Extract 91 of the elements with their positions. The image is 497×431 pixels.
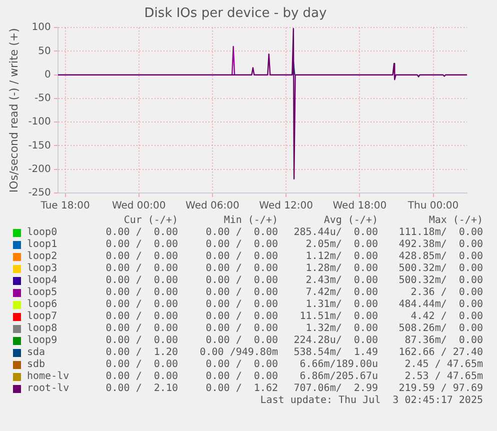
text: 219.59 / 97.69 <box>398 383 483 395</box>
y-axis-title: IOs/second read (-) / write (+) <box>7 28 20 193</box>
y-tick-label: -50 <box>34 93 51 104</box>
y-tick-label: -250 <box>28 188 51 199</box>
text: 2.43m/ 0.00 <box>306 275 378 287</box>
text: 0.00 / 0.00 <box>106 299 178 311</box>
text: 111.18m/ 0.00 <box>398 227 483 239</box>
text: 0.00 / 0.00 <box>106 359 178 371</box>
text: 0.00 / 2.10 <box>106 383 178 395</box>
text: 0.00 / 0.00 <box>106 275 178 287</box>
text: 2.53 / 47.65m <box>404 371 483 383</box>
text: 6.66m/189.00u <box>300 359 378 371</box>
text: Avg (-/+) <box>324 215 378 227</box>
text: 0.00 / 1.20 <box>106 347 178 359</box>
text: 0.00 / 0.00 <box>106 227 178 239</box>
text: 0.00 / 0.00 <box>106 311 178 323</box>
text: 0.00 / 0.00 <box>206 359 278 371</box>
text: Last update: Thu Jul 3 02:45:17 2025 <box>260 395 483 407</box>
text: 0.00 / 0.00 <box>206 239 278 251</box>
x-tick-label: Wed 06:00 <box>186 200 240 212</box>
x-tick-label: Thu 00:00 <box>406 200 459 212</box>
text: 0.00 / 0.00 <box>106 287 178 299</box>
text: 0.00 / 0.00 <box>206 287 278 299</box>
text: 0.00 / 0.00 <box>206 275 278 287</box>
y-tick-label: -200 <box>28 164 51 175</box>
text: Min (-/+) <box>224 215 278 227</box>
text: 7.42m/ 0.00 <box>306 287 378 299</box>
text: 11.51m/ 0.00 <box>300 311 378 323</box>
text: 500.32m/ 0.00 <box>398 263 483 275</box>
y-tick-label: -100 <box>28 116 51 128</box>
text: Cur (-/+) <box>124 215 178 227</box>
legend-label: loop5 <box>27 287 58 299</box>
text: 0.00 / 0.00 <box>206 371 278 383</box>
text: 0.00 / 0.00 <box>206 323 278 335</box>
legend-label: loop7 <box>27 311 58 323</box>
text: 87.36m/ 0.00 <box>404 335 483 347</box>
text: 0.00 / 0.00 <box>206 311 278 323</box>
text: 0.00 /949.80m <box>200 347 278 359</box>
legend-label: loop1 <box>27 239 58 251</box>
text: 0.00 / 0.00 <box>106 371 178 383</box>
text: 1.32m/ 0.00 <box>306 323 378 335</box>
text: Max (-/+) <box>428 215 483 227</box>
text: 4.42 / 0.00 <box>410 311 483 323</box>
x-tick-label: Wed 18:00 <box>332 200 387 212</box>
x-tick-label: Wed 12:00 <box>259 200 313 212</box>
text: 428.85m/ 0.00 <box>398 251 483 263</box>
text: 0.00 / 1.62 <box>206 383 278 395</box>
legend-label: root-lv <box>27 383 70 395</box>
text: 224.28u/ 0.00 <box>294 335 378 347</box>
y-tick-label: 50 <box>38 46 51 57</box>
text: 0.00 / 0.00 <box>206 251 278 263</box>
y-tick-label: -150 <box>28 140 51 152</box>
text: 0.00 / 0.00 <box>206 263 278 275</box>
legend-label: loop3 <box>27 263 58 275</box>
chart-title: Disk IOs per device - by day <box>144 6 328 22</box>
text: 2.45 / 47.65m <box>404 359 483 371</box>
text: 2.05m/ 0.00 <box>306 239 378 251</box>
y-tick-label: 0 <box>44 69 51 80</box>
text: 6.86m/205.67u <box>300 371 378 383</box>
text: 1.31m/ 0.00 <box>306 299 378 311</box>
text: 0.00 / 0.00 <box>106 323 178 335</box>
text: 162.66 / 27.40 <box>398 347 483 359</box>
x-tick-label: Tue 18:00 <box>40 200 90 212</box>
text: 0.00 / 0.00 <box>106 335 178 347</box>
text: 1.28m/ 0.00 <box>306 263 378 275</box>
x-tick-label: Wed 00:00 <box>112 200 166 212</box>
text: 500.32m/ 0.00 <box>398 275 483 287</box>
text: 0.00 / 0.00 <box>206 299 278 311</box>
legend-label: loop9 <box>27 335 58 347</box>
legend-label: loop6 <box>27 299 58 311</box>
text: 0.00 / 0.00 <box>206 335 278 347</box>
legend-label: home-lv <box>27 371 70 383</box>
legend-label: loop0 <box>27 227 58 239</box>
text: 0.00 / 0.00 <box>106 263 178 275</box>
legend-label: loop2 <box>27 251 58 263</box>
text: 285.44u/ 0.00 <box>294 227 378 239</box>
text: 707.06m/ 2.99 <box>294 383 378 395</box>
text: 1.12m/ 0.00 <box>306 251 378 263</box>
text: 508.26m/ 0.00 <box>398 323 483 335</box>
legend-label: loop4 <box>27 275 58 287</box>
text: 0.00 / 0.00 <box>206 227 278 239</box>
text: 492.38m/ 0.00 <box>398 239 483 251</box>
text: 0.00 / 0.00 <box>106 251 178 263</box>
legend-label: sdb <box>27 359 46 371</box>
legend-label: loop8 <box>27 323 58 335</box>
text: 484.44m/ 0.00 <box>398 299 483 311</box>
text: 2.36 / 0.00 <box>410 287 483 299</box>
y-tick-label: 100 <box>32 22 51 34</box>
text: 538.54m/ 1.49 <box>294 347 378 359</box>
text: 0.00 / 0.00 <box>106 239 178 251</box>
legend-label: sda <box>27 347 46 359</box>
